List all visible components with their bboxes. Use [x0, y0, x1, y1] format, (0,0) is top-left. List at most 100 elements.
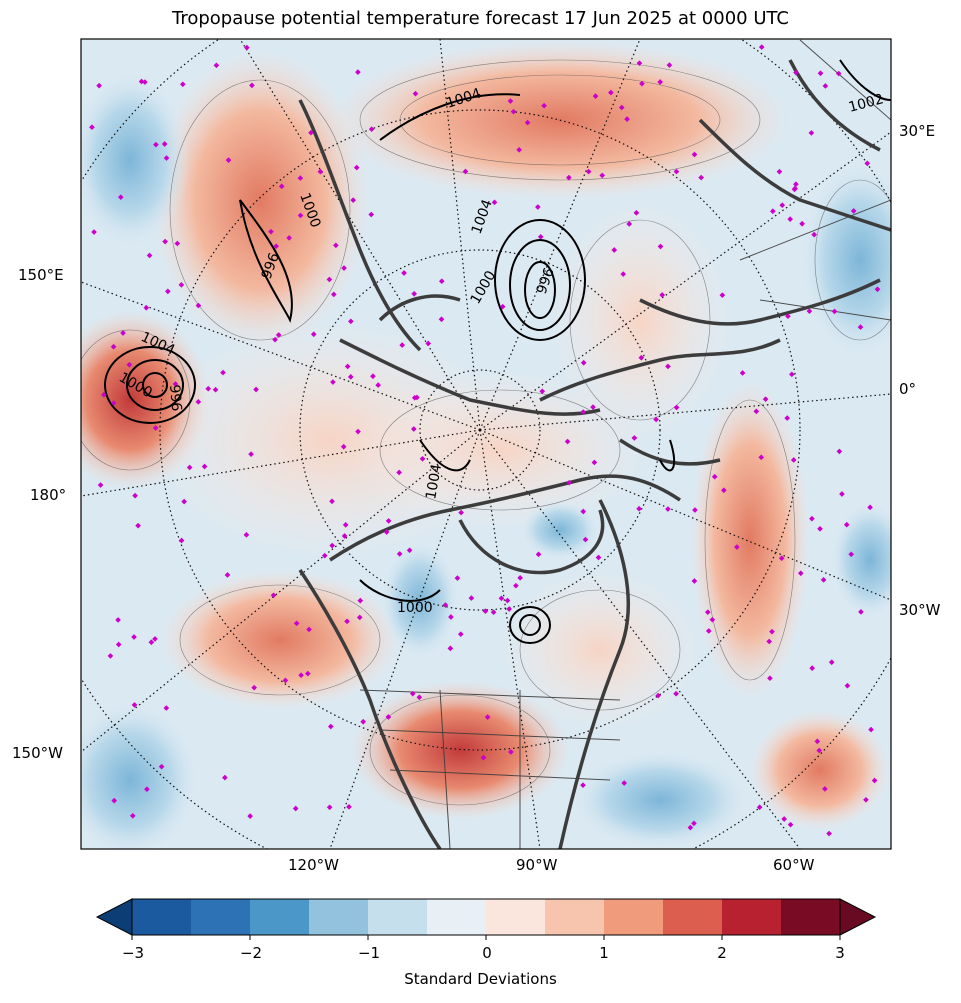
- station-marker: [816, 747, 823, 754]
- station-marker: [787, 821, 794, 828]
- station-marker: [195, 302, 202, 309]
- station-marker: [817, 525, 823, 532]
- station-marker: [447, 645, 454, 652]
- station-marker: [621, 780, 628, 786]
- station-marker: [673, 404, 680, 411]
- station-marker: [756, 804, 763, 811]
- colorbar-swatch: [781, 899, 841, 935]
- station-marker: [585, 168, 592, 175]
- station-marker: [711, 473, 718, 480]
- contour-label: 1000: [397, 600, 433, 616]
- station-marker: [608, 89, 614, 96]
- station-marker: [490, 609, 497, 616]
- station-marker: [517, 575, 523, 581]
- station-marker: [595, 554, 602, 561]
- station-marker: [687, 824, 694, 831]
- station-marker: [468, 595, 475, 601]
- station-marker: [858, 609, 864, 615]
- station-marker: [766, 638, 773, 645]
- station-marker: [360, 718, 367, 725]
- station-marker: [115, 617, 121, 623]
- station-marker: [129, 812, 136, 819]
- station-marker: [220, 369, 226, 376]
- station-marker: [793, 69, 799, 76]
- station-marker: [368, 126, 375, 133]
- station-marker: [438, 316, 445, 323]
- station-marker: [535, 204, 541, 210]
- station-marker: [491, 199, 498, 206]
- station-marker: [793, 181, 799, 188]
- colorbar-swatch: [604, 899, 664, 935]
- station-marker: [442, 602, 449, 608]
- station-marker: [326, 804, 333, 811]
- station-marker: [657, 79, 663, 85]
- colorbar-extend-high: [839, 898, 877, 936]
- station-marker: [822, 83, 829, 89]
- station-marker: [225, 157, 232, 163]
- station-marker: [626, 221, 633, 227]
- station-marker: [624, 116, 630, 122]
- station-marker: [705, 628, 712, 634]
- station-marker: [180, 81, 186, 88]
- station-marker: [507, 98, 514, 104]
- map-title: Tropopause potential temperature forecas…: [171, 8, 790, 29]
- station-marker: [592, 93, 599, 99]
- station-marker: [580, 782, 586, 789]
- station-marker: [665, 363, 671, 370]
- station-marker: [298, 672, 304, 679]
- station-marker: [172, 381, 179, 387]
- colorbar-tick: 3: [835, 944, 845, 962]
- station-marker: [811, 231, 817, 238]
- station-marker: [590, 404, 596, 410]
- station-markers: [89, 44, 881, 837]
- colorbar-tick: 1: [599, 944, 609, 962]
- lon-label-30w: 30°W: [899, 601, 941, 619]
- station-marker: [201, 463, 208, 470]
- station-marker: [412, 90, 419, 97]
- station-marker: [286, 235, 292, 241]
- station-marker: [419, 455, 426, 462]
- station-marker: [161, 141, 168, 147]
- station-marker: [310, 331, 317, 338]
- station-marker: [822, 786, 828, 792]
- station-marker: [790, 457, 797, 463]
- station-marker: [249, 82, 255, 89]
- station-marker: [341, 265, 347, 271]
- station-marker: [329, 542, 336, 549]
- station-marker: [117, 194, 124, 201]
- station-marker: [839, 491, 845, 497]
- station-marker: [148, 639, 155, 646]
- lon-label-0: 0°: [899, 380, 917, 398]
- station-marker: [329, 498, 335, 505]
- station-marker: [721, 487, 727, 494]
- station-marker: [454, 575, 461, 581]
- station-marker: [163, 155, 170, 161]
- station-marker: [566, 174, 572, 181]
- station-marker: [835, 70, 842, 77]
- station-marker: [144, 786, 150, 793]
- lon-label-90w: 90°W: [516, 856, 558, 874]
- colorbar-swatch: [545, 899, 605, 935]
- station-marker: [620, 271, 627, 277]
- station-marker: [691, 820, 697, 827]
- station-marker: [165, 288, 171, 295]
- station-marker: [653, 416, 659, 423]
- station-marker: [857, 324, 864, 330]
- station-marker: [691, 578, 698, 584]
- station-marker: [411, 290, 417, 297]
- lon-label-180: 180°: [30, 486, 67, 504]
- station-marker: [482, 608, 489, 614]
- station-marker: [457, 631, 464, 637]
- station-marker: [342, 522, 349, 528]
- station-marker: [186, 464, 193, 471]
- station-marker: [582, 536, 589, 543]
- map-frame: [80, 38, 892, 850]
- colorbar-swatch: [722, 899, 782, 935]
- station-marker: [101, 391, 107, 398]
- station-marker: [174, 240, 181, 247]
- station-marker: [110, 400, 117, 406]
- station-marker: [799, 220, 805, 227]
- station-marker: [767, 675, 773, 682]
- station-marker: [272, 336, 278, 343]
